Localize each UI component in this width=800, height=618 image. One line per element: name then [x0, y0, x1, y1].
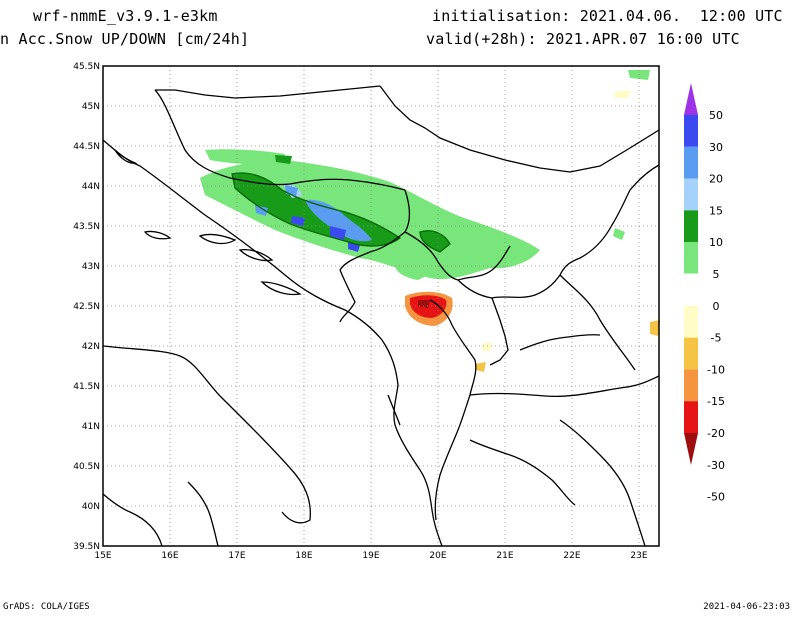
colorbar-label: 5 [713, 268, 720, 281]
colorbar-label: 0 [713, 300, 720, 313]
lon-label: 23E [630, 551, 647, 561]
colorbar-label: -20 [707, 427, 725, 440]
lat-label: 45N [82, 102, 100, 112]
colorbar-label: 10 [709, 236, 723, 249]
colorbar-swatch [684, 337, 698, 370]
colorbar-swatch [684, 178, 698, 211]
lat-axis: 45.5N 45N 44.5N 44N 43.5N 43N 42.5N 42N … [73, 62, 100, 552]
lat-label: 42N [82, 342, 100, 352]
colorbar-top-arrow [684, 83, 698, 115]
lat-label: 41N [82, 422, 100, 432]
colorbar-label: -15 [707, 395, 725, 408]
grads-credit: GrADS: COLA/IGES [3, 602, 90, 612]
colorbar-label: 30 [709, 141, 723, 154]
colorbar-bottom-arrow [684, 433, 698, 465]
init-time: initialisation: 2021.04.06. 12:00 UTC [432, 7, 783, 25]
colorbar-label: 20 [709, 173, 723, 186]
colorbar-swatch [684, 146, 698, 179]
model-title: wrf-nmmE_v3.9.1-e3km [33, 7, 218, 25]
colorbar-swatch [684, 401, 698, 433]
snow-contours [231, 172, 451, 253]
lat-label: 44N [82, 182, 100, 192]
lon-label: 20E [429, 551, 446, 561]
colorbar-swatch [684, 242, 698, 274]
lat-label: 43N [82, 262, 100, 272]
lon-label: 17E [228, 551, 245, 561]
colorbar-label: -30 [707, 459, 725, 472]
lon-label: 16E [161, 551, 178, 561]
lat-label: 40.5N [73, 462, 100, 472]
colorbar-label: -10 [707, 363, 725, 376]
lon-axis: 15E 16E 17E 18E 19E 20E 21E 22E 23E [94, 551, 647, 561]
valid-time: valid(+28h): 2021.APR.07 16:00 UTC [426, 30, 740, 48]
colorbar-label: -5 [711, 332, 722, 345]
lat-label: 41.5N [73, 382, 100, 392]
snow-field [200, 70, 660, 372]
colorbar-label: -50 [707, 491, 725, 504]
lon-label: 19E [362, 551, 379, 561]
colorbar-label: 50 [709, 109, 723, 122]
lon-label: 22E [563, 551, 580, 561]
colorbar-swatch [684, 115, 698, 147]
lon-label: 18E [295, 551, 312, 561]
colorbar-swatch [684, 210, 698, 243]
field-title: n Acc.Snow UP/DOWN [cm/24h] [0, 30, 250, 48]
render-timestamp: 2021-04-06-23:03 [703, 602, 790, 612]
lat-label: 43.5N [73, 222, 100, 232]
colorbar-swatch [684, 369, 698, 402]
lat-label: 45.5N [73, 62, 100, 72]
colorbar-swatch [683, 273, 699, 307]
coastlines-borders [102, 85, 660, 547]
map-frame [102, 65, 660, 547]
snow-band-5 [200, 160, 540, 280]
lat-label: 39.5N [73, 542, 100, 552]
lon-label: 21E [496, 551, 513, 561]
lat-label: 42.5N [73, 302, 100, 312]
colorbar-label: 15 [709, 204, 723, 217]
colorbar-swatch [684, 305, 698, 338]
lat-label: 44.5N [73, 142, 100, 152]
snow-band-30 [291, 216, 305, 226]
lat-label: 40N [82, 502, 100, 512]
lat-lon-grid [103, 66, 659, 546]
lon-label: 15E [94, 551, 111, 561]
